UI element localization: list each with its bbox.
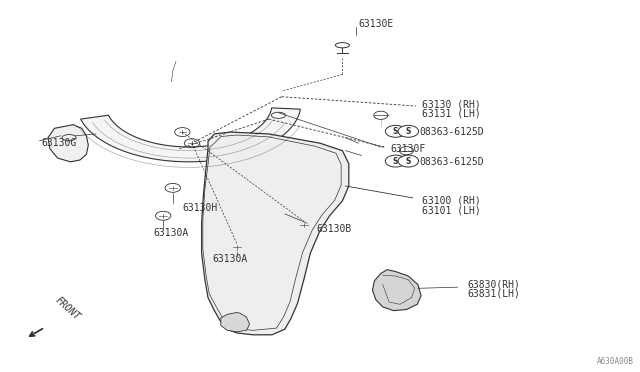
Ellipse shape [335,43,349,48]
Text: 63130G: 63130G [42,138,77,148]
Text: 08363-6125D: 08363-6125D [419,157,484,167]
Text: 63131 (LH): 63131 (LH) [422,109,481,118]
Polygon shape [202,132,349,335]
Circle shape [398,125,419,137]
Text: 63100 (RH): 63100 (RH) [422,196,481,206]
Polygon shape [48,125,88,162]
Text: 63130A: 63130A [212,254,248,263]
Text: S: S [406,157,411,166]
Text: S: S [406,127,411,136]
Text: 63130E: 63130E [358,19,394,29]
Text: S: S [393,127,398,136]
Polygon shape [372,270,421,311]
Circle shape [385,155,406,167]
Text: 63130F: 63130F [390,144,426,154]
Text: FRONT: FRONT [53,295,82,323]
Text: 63130A: 63130A [154,228,189,237]
Circle shape [399,147,413,155]
Text: 63831(LH): 63831(LH) [467,289,520,299]
Text: 63130B: 63130B [317,224,352,234]
Text: A630A00B: A630A00B [596,357,634,366]
Circle shape [374,111,388,119]
Text: 08363-6125D: 08363-6125D [419,127,484,137]
Text: 63130 (RH): 63130 (RH) [422,99,481,109]
Circle shape [385,125,406,137]
Text: 63130H: 63130H [182,203,218,213]
Text: 63101 (LH): 63101 (LH) [422,205,481,215]
Polygon shape [221,312,250,332]
Text: 63830(RH): 63830(RH) [467,280,520,289]
Polygon shape [81,108,300,162]
Circle shape [398,155,419,167]
Text: S: S [393,157,398,166]
